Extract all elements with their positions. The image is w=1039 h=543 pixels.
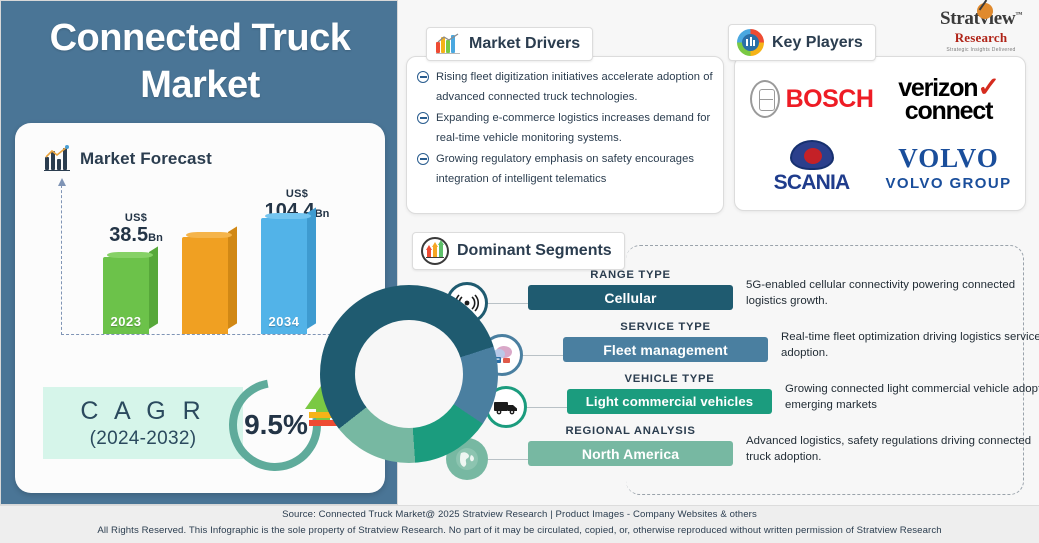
segment-value-pill: Fleet management	[563, 337, 768, 362]
bar-unit-0: Bn	[148, 231, 163, 244]
dominant-segments-label: Dominant Segments	[457, 242, 612, 259]
brand-sub: Research	[954, 30, 1008, 45]
globe-icon	[446, 438, 488, 480]
scania-griffin-icon	[789, 140, 834, 171]
segment-description: Growing connected light commercial vehic…	[785, 383, 1039, 411]
segment-row-range-type: RANGE TYPE Cellular 5G-enabled cellular …	[446, 269, 1039, 330]
bar-2034: 2034	[261, 207, 316, 334]
key-players-panel: BOSCH verizon✓ connect SCANIA	[734, 56, 1026, 211]
market-drivers-list: Rising fleet digitization initiatives ac…	[417, 68, 717, 191]
verizon-wordmark: verizon	[898, 74, 978, 103]
bar-number-0: 38.5	[109, 223, 149, 246]
logo-scania: SCANIA	[774, 140, 850, 195]
segment-title: SERVICE TYPE	[620, 321, 711, 333]
bosch-mark-icon	[749, 80, 780, 119]
cagr-label: C A G R	[80, 396, 206, 425]
bar-unit-2: Bn	[314, 207, 330, 220]
chart-x-axis	[61, 328, 369, 337]
page-title-line2: Market	[140, 64, 260, 106]
segment-connector	[488, 303, 528, 304]
segment-description: Real-time fleet optimization driving log…	[781, 331, 1039, 359]
segment-title: VEHICLE TYPE	[624, 373, 715, 385]
segment-row-regional-analysis: REGIONAL ANALYSIS North America Advanced…	[446, 425, 1039, 486]
dominant-segments-badge: Dominant Segments	[412, 232, 625, 270]
bar-value-0: US$ 38.5Bn	[91, 212, 181, 246]
cagr-value: 9.5%	[244, 409, 308, 440]
bar-currency-2: US$	[285, 188, 309, 200]
key-players-badge: Key Players	[728, 24, 876, 61]
bosch-wordmark: BOSCH	[785, 84, 874, 113]
market-forecast-header: Market Forecast	[43, 145, 212, 173]
list-item: Growing regulatory emphasis on safety en…	[417, 150, 717, 189]
cagr-period: (2024-2032)	[89, 427, 197, 449]
bar-chart-icon	[43, 145, 71, 173]
cagr-block: C A G R (2024-2032) 9.5%	[37, 360, 363, 490]
segment-title: REGIONAL ANALYSIS	[565, 425, 696, 437]
logo-volvo-group: VOLVO VOLVO GROUP	[886, 143, 1012, 192]
market-forecast-label: Market Forecast	[80, 149, 212, 168]
bullet-icon	[417, 112, 429, 124]
segment-connector	[523, 355, 563, 356]
bar-currency-0: US$	[124, 212, 148, 224]
page-title: Connected Truck Market	[13, 15, 387, 109]
logo-bosch: BOSCH	[749, 80, 874, 119]
segment-connector	[488, 459, 528, 460]
segment-connector	[527, 407, 567, 408]
bullet-icon	[417, 153, 429, 165]
brand-name: Stratview	[939, 8, 1016, 29]
logo-verizon-connect: verizon✓ connect	[898, 72, 1000, 126]
footer-source: Source: Connected Truck Market@ 2025 Str…	[282, 509, 757, 520]
driver-text: Growing regulatory emphasis on safety en…	[436, 153, 694, 185]
segment-value-pill: Light commercial vehicles	[567, 389, 772, 414]
forecast-bar-chart: US$ 38.5Bn 2023 US$	[39, 178, 369, 345]
growth-arrows-icon	[421, 237, 449, 265]
segment-title: RANGE TYPE	[590, 269, 671, 281]
chart-y-axis	[57, 178, 66, 335]
bullet-icon	[417, 71, 429, 83]
volvo-wordmark: VOLVO	[898, 143, 999, 174]
bar-year-2: 2034	[268, 314, 300, 329]
segment-value-pill: Cellular	[528, 285, 733, 310]
segment-value-pill: North America	[528, 441, 733, 466]
bar-2023: 2023	[103, 246, 158, 334]
footer-rights: All Rights Reserved. This Infographic is…	[97, 525, 942, 536]
market-drivers-label: Market Drivers	[469, 35, 581, 52]
verizon-connect-wordmark: connect	[904, 97, 994, 126]
segment-row-vehicle-type: VEHICLE TYPE Light commercial vehicles G…	[485, 373, 1039, 434]
stratview-logo: Stratview™ Research Strategic Insights D…	[931, 3, 1031, 53]
globe-icon	[977, 3, 993, 19]
market-drivers-panel: Rising fleet digitization initiatives ac…	[406, 56, 724, 214]
segment-description: 5G-enabled cellular connectivity powerin…	[746, 279, 1016, 307]
brand-tagline: Strategic Insights Delivered	[946, 47, 1016, 53]
segment-row-service-type: SERVICE TYPE Fleet management Real-time …	[481, 321, 1039, 382]
key-players-logo-grid: BOSCH verizon✓ connect SCANIA	[743, 65, 1017, 202]
driver-text: Expanding e-commerce logistics increases…	[436, 112, 711, 144]
right-area: Market Drivers Rising fleet digitization…	[320, 0, 1039, 505]
segments-dashed-frame	[626, 245, 1024, 495]
cagr-box: C A G R (2024-2032)	[43, 387, 243, 459]
segments-donut-chart	[320, 285, 498, 463]
donut-chart-icon	[737, 29, 764, 56]
page-title-line1: Connected Truck	[49, 17, 351, 59]
volvo-group-wordmark: VOLVO GROUP	[885, 175, 1012, 193]
segment-description: Advanced logistics, safety regulations d…	[746, 435, 1032, 463]
left-panel: Connected Truck Market Market Forecast	[0, 0, 398, 505]
bar-year-0: 2023	[110, 314, 142, 329]
bar-chart-icon	[435, 32, 461, 56]
list-item: Rising fleet digitization initiatives ac…	[417, 68, 717, 107]
key-players-label: Key Players	[772, 33, 863, 51]
market-forecast-card: Market Forecast US$ 38.5Bn 2023	[15, 123, 385, 493]
bar-mid	[182, 226, 237, 334]
list-item: Expanding e-commerce logistics increases…	[417, 109, 717, 148]
verizon-check-icon: ✓	[977, 72, 1000, 103]
scania-wordmark: SCANIA	[773, 171, 851, 195]
driver-text: Rising fleet digitization initiatives ac…	[436, 71, 713, 103]
footer: Source: Connected Truck Market@ 2025 Str…	[0, 505, 1039, 543]
market-drivers-badge: Market Drivers	[426, 27, 594, 61]
trademark-icon: ™	[1015, 10, 1023, 19]
